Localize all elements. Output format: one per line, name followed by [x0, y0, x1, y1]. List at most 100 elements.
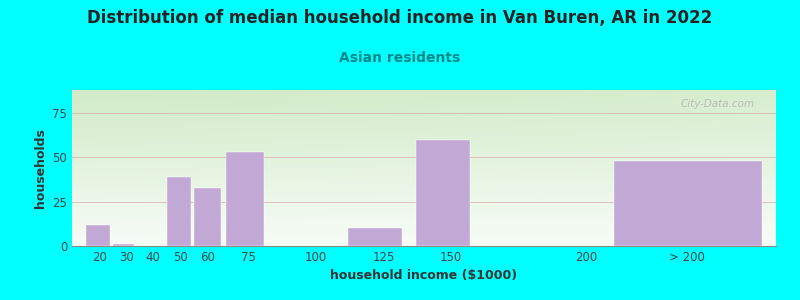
Bar	[72, 147, 776, 148]
Bar	[72, 105, 776, 106]
Bar	[72, 139, 776, 140]
Bar	[72, 196, 776, 197]
Bar	[72, 174, 776, 175]
Bar	[72, 224, 776, 225]
Bar	[72, 205, 776, 206]
Bar	[72, 120, 776, 121]
Bar	[72, 148, 776, 149]
Bar	[72, 100, 776, 101]
Bar	[72, 98, 776, 99]
Bar	[72, 237, 776, 238]
Bar	[72, 161, 776, 162]
Bar	[72, 154, 776, 155]
Text: Asian residents: Asian residents	[339, 51, 461, 65]
Bar	[72, 123, 776, 124]
Bar	[416, 140, 470, 246]
Bar	[72, 107, 776, 108]
Bar	[72, 101, 776, 102]
Bar	[72, 158, 776, 159]
Y-axis label: households: households	[34, 128, 46, 208]
Bar	[72, 169, 776, 170]
Bar	[72, 168, 776, 169]
Bar	[72, 234, 776, 235]
Bar	[72, 225, 776, 226]
Bar	[348, 228, 402, 246]
Bar	[72, 244, 776, 245]
Bar	[72, 108, 776, 109]
Bar	[72, 171, 776, 172]
Bar	[72, 200, 776, 201]
Bar	[72, 146, 776, 147]
Bar	[72, 207, 776, 208]
Bar	[72, 137, 776, 138]
Bar	[72, 141, 776, 142]
Bar	[72, 184, 776, 185]
Bar	[72, 240, 776, 241]
Bar	[72, 232, 776, 233]
Bar	[72, 236, 776, 237]
Bar	[72, 176, 776, 177]
Bar	[72, 177, 776, 178]
Bar	[72, 111, 776, 112]
Bar	[72, 114, 776, 115]
Bar	[72, 226, 776, 227]
Bar	[72, 140, 776, 141]
Bar	[72, 210, 776, 211]
Bar	[72, 90, 776, 91]
Bar	[72, 97, 776, 98]
Bar	[72, 183, 776, 184]
Bar	[72, 157, 776, 158]
Bar	[72, 160, 776, 161]
Bar	[72, 131, 776, 132]
Bar	[72, 238, 776, 239]
Bar	[72, 109, 776, 110]
Text: Distribution of median household income in Van Buren, AR in 2022: Distribution of median household income …	[87, 9, 713, 27]
Bar	[72, 239, 776, 240]
Bar	[72, 235, 776, 236]
Bar	[72, 153, 776, 154]
Bar	[72, 212, 776, 213]
Bar	[72, 134, 776, 135]
Bar	[614, 161, 762, 246]
Bar	[72, 198, 776, 199]
Bar	[72, 130, 776, 131]
Bar	[72, 245, 776, 246]
Bar	[72, 192, 776, 193]
Bar	[72, 143, 776, 144]
Bar	[72, 186, 776, 187]
Bar	[72, 135, 776, 136]
Bar	[72, 115, 776, 116]
Bar	[72, 221, 776, 222]
Bar	[72, 203, 776, 204]
Bar	[72, 241, 776, 242]
Bar	[72, 199, 776, 200]
Bar	[72, 175, 776, 176]
Bar	[72, 156, 776, 157]
Bar	[113, 244, 134, 246]
Bar	[72, 223, 776, 224]
Bar	[72, 167, 776, 168]
Bar	[72, 215, 776, 216]
Bar	[72, 103, 776, 104]
Bar	[72, 231, 776, 232]
Bar	[72, 173, 776, 174]
Bar	[72, 211, 776, 212]
Bar	[72, 230, 776, 231]
Bar	[72, 220, 776, 221]
Bar	[72, 126, 776, 127]
Bar	[72, 204, 776, 205]
Bar	[166, 177, 191, 246]
Bar	[72, 102, 776, 103]
Bar	[72, 202, 776, 203]
Bar	[72, 185, 776, 186]
Bar	[72, 201, 776, 202]
Bar	[72, 129, 776, 130]
Bar	[86, 225, 110, 246]
Bar	[72, 242, 776, 243]
Bar	[72, 106, 776, 107]
Bar	[72, 195, 776, 196]
Bar	[72, 182, 776, 183]
Bar	[72, 164, 776, 165]
Bar	[72, 145, 776, 146]
Bar	[72, 222, 776, 223]
